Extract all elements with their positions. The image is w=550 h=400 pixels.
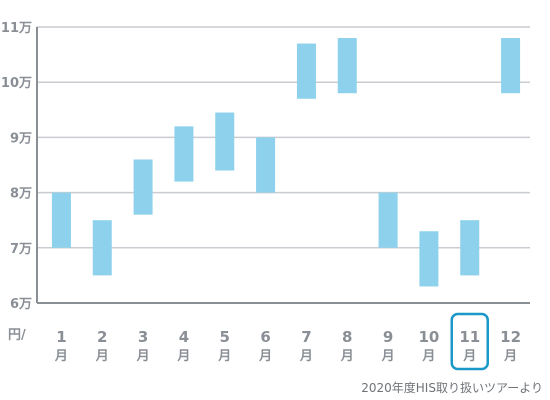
range-bar-10: [419, 231, 439, 287]
range-bars: [51, 38, 521, 287]
range-bar-3: [133, 159, 153, 215]
y-tick-label: 6万: [10, 297, 32, 312]
x-tick-unit: 月: [340, 349, 354, 364]
source-caption: 2020年度HIS取り扱いツアーより: [361, 380, 543, 395]
x-tick-unit: 月: [381, 349, 395, 364]
x-tick-label: 2: [97, 328, 107, 346]
x-tick-label: 1: [56, 328, 66, 346]
y-tick-label: 7万: [10, 242, 32, 257]
range-bar-8: [337, 38, 357, 94]
range-bar-5: [215, 112, 235, 171]
y-tick-label: 11万: [1, 21, 32, 36]
range-bar-2: [92, 220, 112, 276]
x-tick-unit: 月: [258, 349, 272, 364]
x-tick-unit: 月: [176, 349, 190, 364]
range-bar-7: [296, 43, 316, 99]
x-tick-label: 10: [418, 328, 439, 346]
x-tick-label: 4: [179, 328, 189, 346]
x-tick-label: 7: [301, 328, 311, 346]
range-bar-1: [51, 192, 71, 248]
x-tick-unit: 月: [136, 349, 150, 364]
x-axis-labels: 1 月 2 月 3 月 4 月 5 月 6 月 7 月 8 月 9 月 10 月 11 月 12 月: [54, 312, 521, 371]
range-bar-4: [174, 126, 194, 182]
highlight-box: [450, 312, 489, 371]
x-tick-unit: 月: [217, 349, 231, 364]
x-tick-unit: 月: [95, 349, 109, 364]
y-tick-label: 8万: [10, 187, 32, 202]
range-bar-11: [460, 220, 480, 276]
x-tick-unit: 月: [462, 349, 476, 364]
x-tick-label: 3: [138, 328, 148, 346]
x-tick-unit: 月: [299, 349, 313, 364]
y-tick-label: 9万: [10, 131, 32, 146]
range-bar-9: [378, 192, 398, 248]
x-tick-unit: 月: [503, 349, 517, 364]
x-tick-label: 12: [500, 328, 521, 346]
x-tick-label: 8: [342, 328, 352, 346]
x-tick-label: 11: [459, 328, 480, 346]
range-bar-6: [256, 137, 276, 193]
x-tick-label: 5: [220, 328, 230, 346]
x-tick-label: 6: [260, 328, 270, 346]
y-tick-label: 10万: [1, 76, 32, 91]
x-tick-label: 9: [383, 328, 393, 346]
grid-lines: [36, 26, 530, 304]
x-tick-unit: 月: [421, 349, 435, 364]
y-unit-label: 円/: [8, 328, 26, 343]
x-tick-unit: 月: [54, 349, 68, 364]
y-axis-tick-labels: 6万 7万 8万 9万 10万 11万: [1, 21, 32, 312]
range-bar-12: [501, 38, 521, 94]
